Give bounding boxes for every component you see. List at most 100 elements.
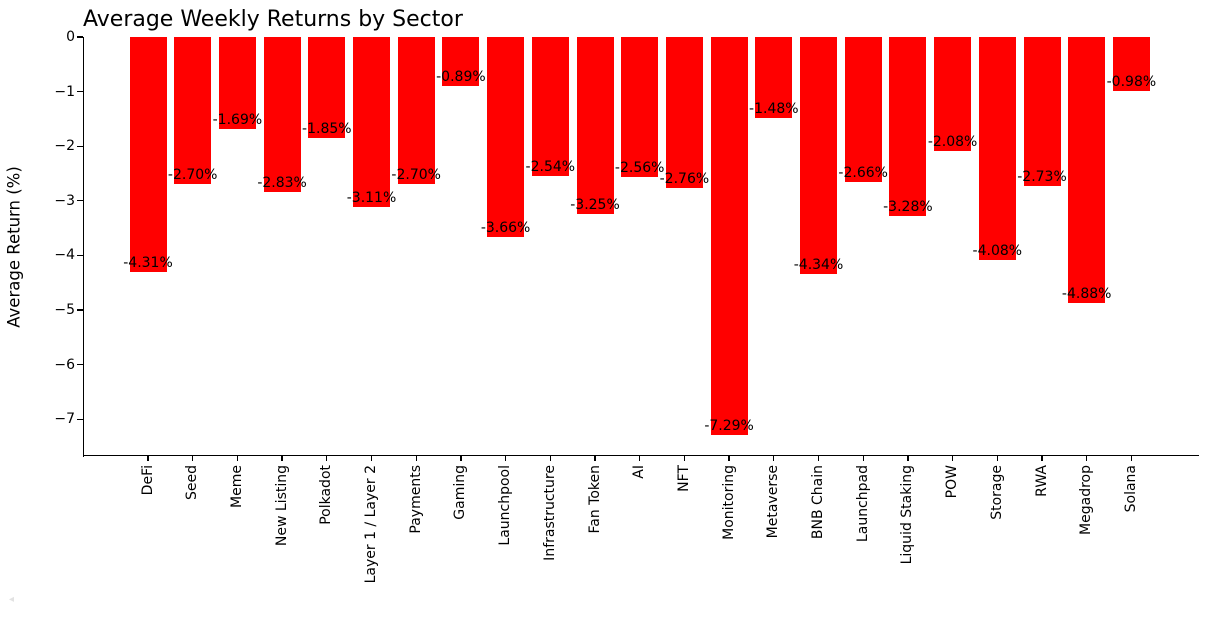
x-axis-tick-label: Launchpad — [854, 465, 871, 543]
x-axis-tick-label: BNB Chain — [810, 465, 826, 540]
bar — [531, 37, 569, 176]
x-axis-tick-mark — [236, 456, 239, 461]
bar — [1068, 37, 1106, 303]
bar — [353, 37, 390, 207]
bar-value-label: -2.08% — [927, 134, 978, 150]
bar-value-label: -3.11% — [346, 190, 397, 206]
x-axis-bottom-spine — [82, 455, 1199, 457]
x-axis-tick-label: Gaming — [452, 465, 469, 520]
x-axis-tick-label: Metaverse — [765, 465, 782, 539]
bar-value-label: -4.31% — [123, 255, 173, 271]
bar — [129, 37, 167, 272]
x-axis-tick-label: Seed — [184, 465, 201, 500]
x-axis-tick-label: AI — [631, 465, 648, 479]
x-axis-tick-label: DeFi — [139, 465, 156, 496]
bar — [800, 37, 837, 274]
bar-value-label: -4.08% — [972, 243, 1023, 259]
x-axis-tick-label: Layer 1 / Layer 2 — [363, 465, 379, 584]
x-axis-tick-mark — [817, 456, 820, 461]
y-axis-tick-label: −7 — [54, 411, 75, 428]
x-axis-tick-mark — [683, 456, 686, 461]
x-axis-tick-label: Megadrop — [1078, 465, 1095, 535]
bar-value-label: -2.83% — [257, 175, 307, 191]
x-axis-tick-label: Polkadot — [318, 465, 335, 525]
x-axis-tick-label: Payments — [407, 465, 424, 534]
bar-value-label: -2.73% — [1017, 169, 1067, 185]
bar — [978, 37, 1016, 260]
bar — [1112, 37, 1150, 91]
bar — [487, 37, 525, 237]
y-axis-tick-mark — [77, 418, 83, 420]
x-axis-tick-label: Storage — [988, 465, 1005, 520]
bar — [1023, 37, 1061, 186]
bar — [442, 37, 480, 86]
x-axis-tick-mark — [147, 456, 149, 461]
y-axis-tick-mark — [77, 36, 83, 38]
bar — [174, 37, 212, 184]
y-axis-tick-mark — [77, 254, 83, 257]
x-axis-tick-mark — [862, 456, 864, 461]
bar-value-label: -7.29% — [704, 418, 754, 434]
x-axis-tick-mark — [549, 456, 551, 461]
x-axis-tick-mark — [192, 456, 194, 461]
bar — [710, 37, 748, 435]
y-axis-tick-label: −1 — [54, 83, 75, 100]
x-axis-tick-mark — [907, 456, 909, 461]
y-axis-tick-mark — [77, 90, 83, 93]
x-axis-tick-label: New Listing — [273, 465, 290, 547]
bar — [934, 37, 972, 151]
y-axis-tick-mark — [77, 145, 83, 147]
bar-value-label: -0.98% — [1106, 74, 1157, 90]
bar-value-label: -2.76% — [659, 171, 710, 187]
bar — [665, 37, 703, 188]
bar-value-label: -4.88% — [1061, 286, 1112, 302]
x-axis-tick-label: Launchpool — [497, 465, 514, 546]
x-axis-tick-label: Monitoring — [720, 465, 737, 540]
x-axis-tick-label: RWA — [1033, 465, 1050, 497]
x-axis-tick-label: Fan Token — [586, 465, 603, 534]
bar-value-label: -3.25% — [570, 197, 620, 213]
bar-value-label: -1.69% — [212, 112, 263, 128]
bar — [263, 37, 301, 192]
y-axis-tick-label: −5 — [54, 302, 75, 318]
x-axis-tick-mark — [281, 456, 283, 461]
chart-title: Average Weekly Returns by Sector — [83, 7, 463, 32]
x-axis-tick-mark — [773, 456, 775, 461]
y-axis-tick-label: −3 — [54, 192, 75, 209]
y-axis-tick-label: −4 — [54, 247, 75, 264]
x-axis-tick-mark — [1130, 456, 1133, 461]
faint-arrow-artifact-icon: ◂ — [9, 594, 15, 605]
x-axis-tick-label: Infrastructure — [541, 465, 558, 561]
bar-value-label: -2.54% — [525, 159, 576, 175]
y-axis-tick-label: −2 — [54, 138, 75, 155]
bar — [308, 37, 346, 138]
bar-value-label: -0.89% — [436, 69, 486, 85]
bar-value-label: -2.56% — [614, 160, 665, 176]
x-axis-tick-mark — [326, 456, 328, 461]
bar-value-label: -4.34% — [793, 257, 844, 273]
y-axis-tick-label: 0 — [66, 29, 75, 45]
bar-value-label: -2.70% — [391, 167, 441, 183]
x-axis-tick-mark — [415, 456, 417, 461]
bar — [844, 37, 882, 182]
bar-value-label: -3.28% — [883, 199, 933, 215]
x-axis-tick-mark — [1086, 456, 1088, 461]
x-axis-tick-label: Meme — [228, 465, 245, 508]
x-axis-tick-label: POW — [944, 465, 961, 499]
x-axis-tick-label: NFT — [675, 465, 692, 492]
x-axis-tick-label: Solana — [1122, 465, 1139, 513]
bar — [621, 37, 659, 177]
x-axis-tick-mark — [1041, 456, 1043, 461]
x-axis-tick-mark — [594, 456, 596, 461]
x-axis-tick-mark — [370, 456, 373, 461]
bar — [889, 37, 927, 216]
x-axis-tick-label: Liquid Staking — [899, 465, 916, 565]
x-axis-tick-mark — [996, 456, 998, 461]
x-axis-tick-mark — [728, 456, 730, 461]
bar — [576, 37, 614, 214]
y-axis-left-spine — [82, 37, 84, 457]
bar — [755, 37, 793, 118]
bar-value-label: -2.70% — [167, 167, 218, 183]
x-axis-tick-mark — [951, 456, 954, 461]
